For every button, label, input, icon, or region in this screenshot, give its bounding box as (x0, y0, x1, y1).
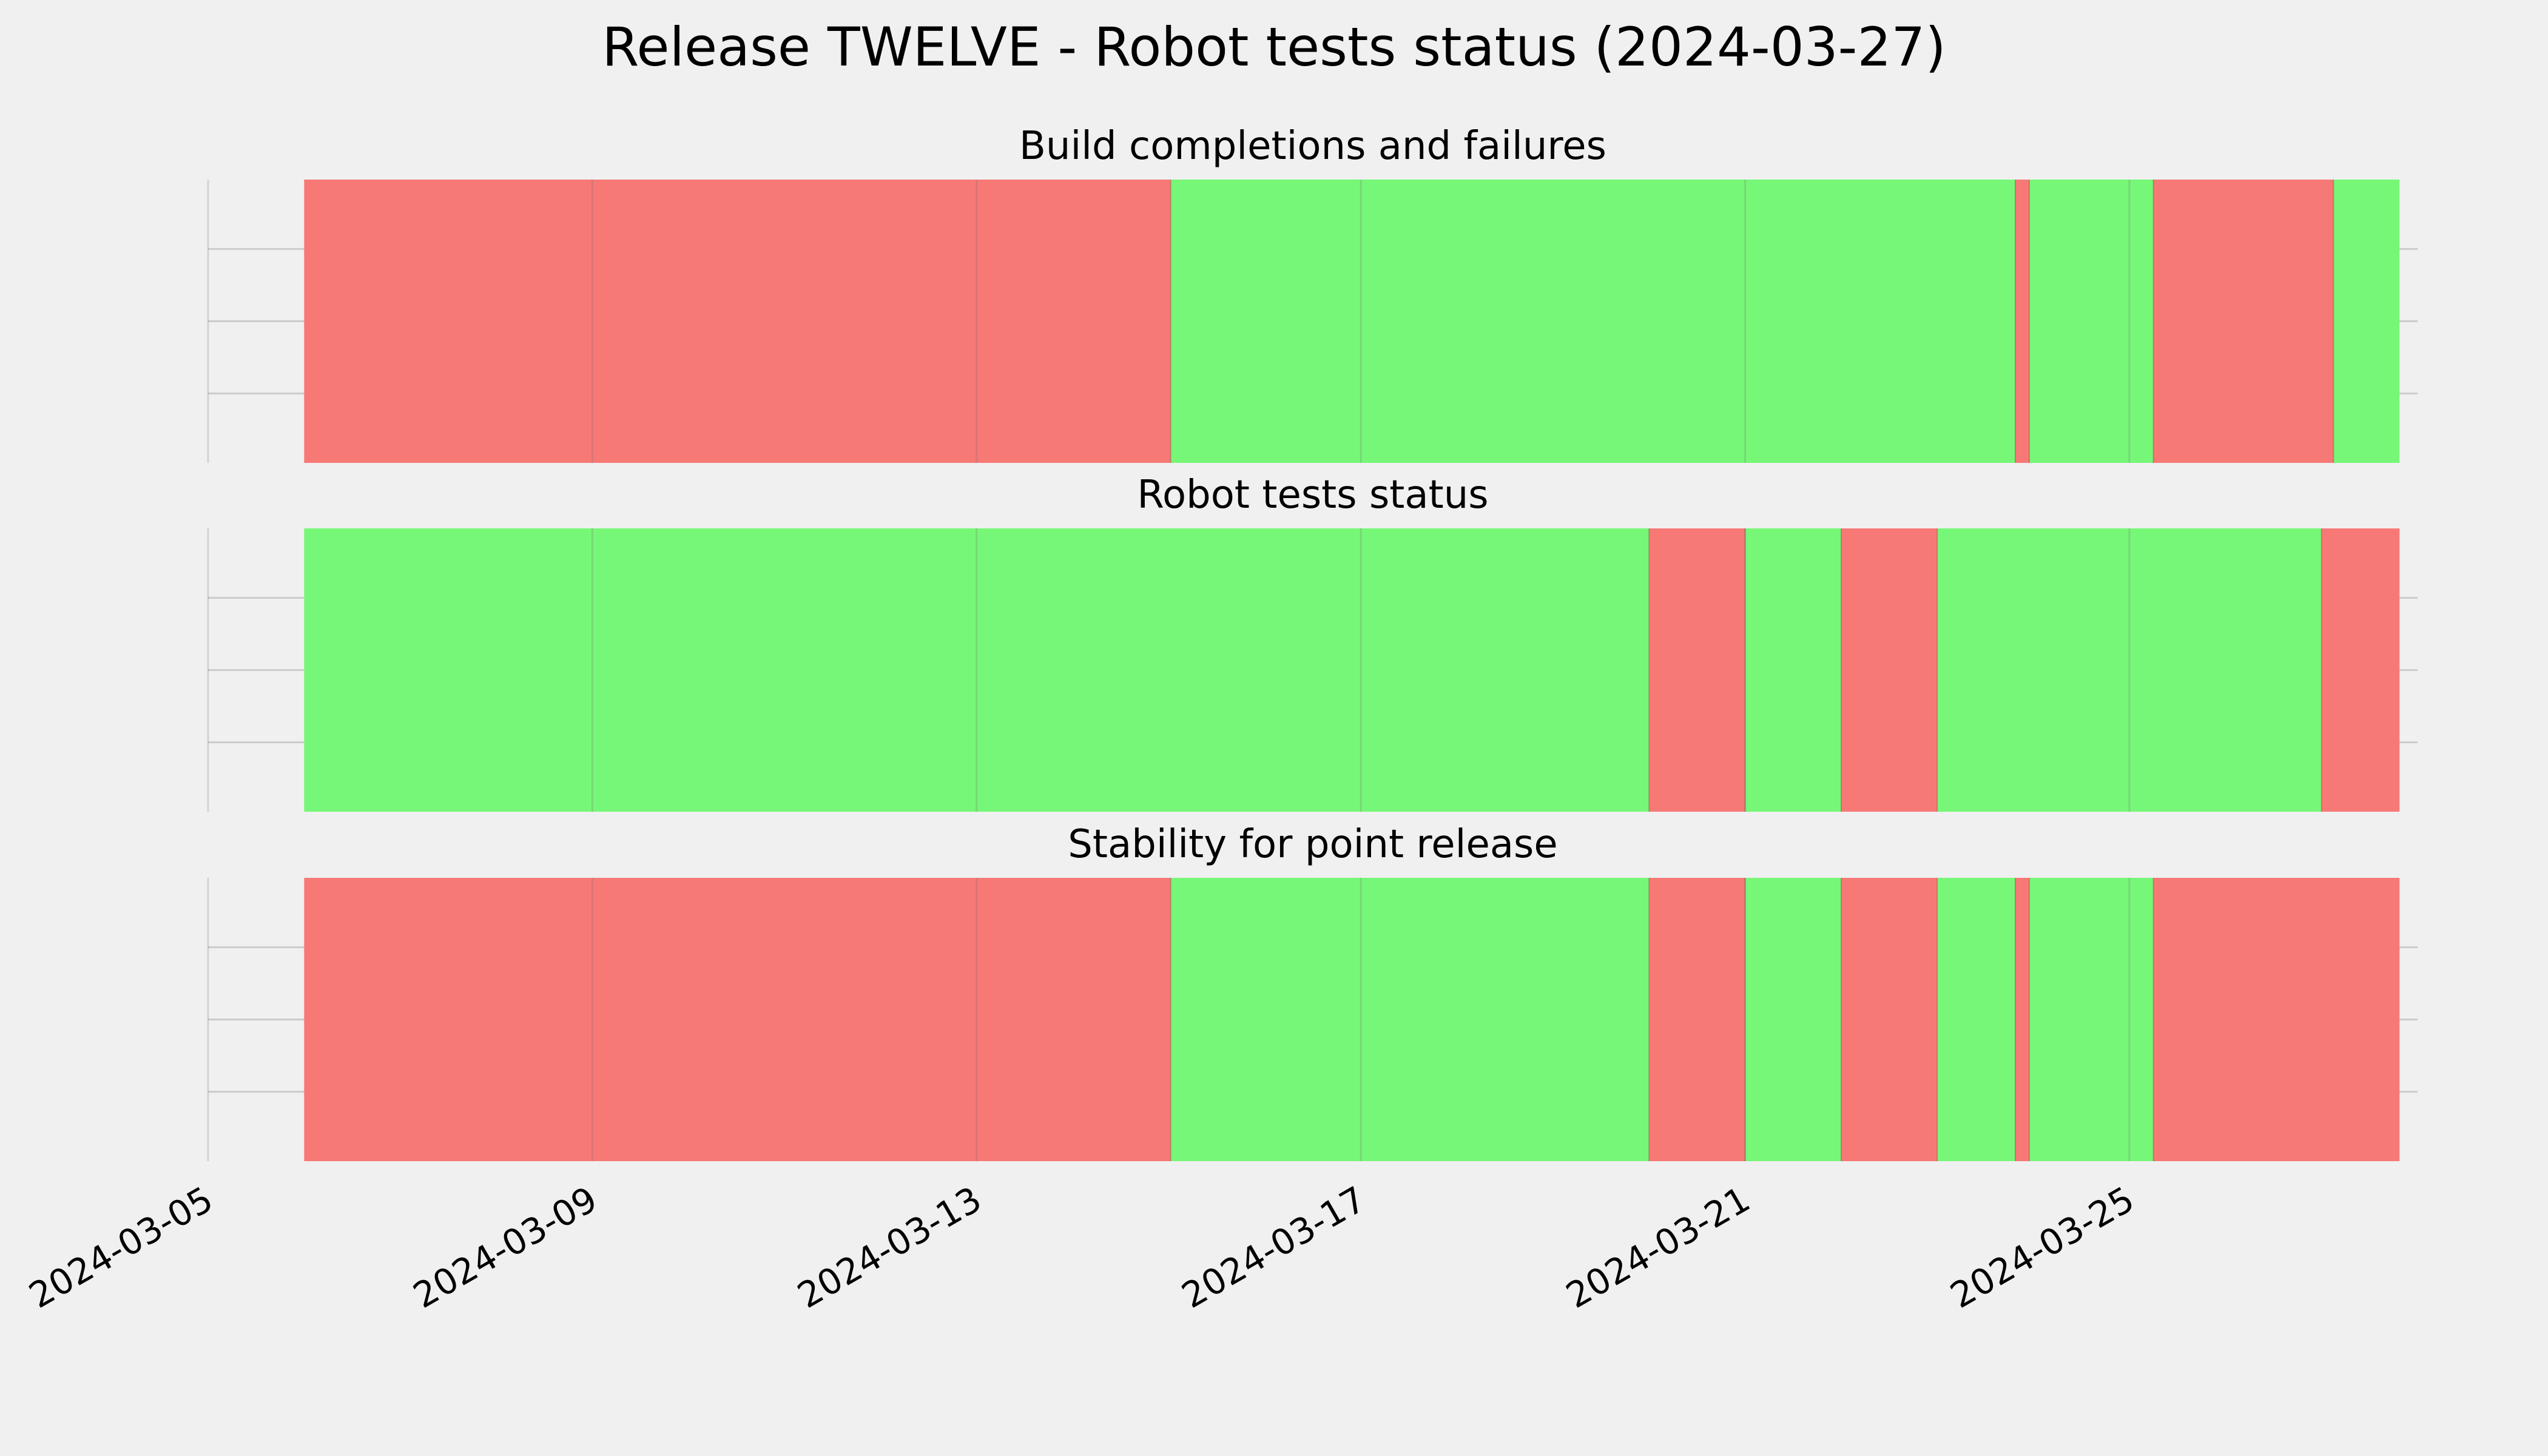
status-segment-pass (1745, 878, 1841, 1161)
status-segment-fail (1649, 878, 1745, 1161)
chart-panels: Build completions and failures Robot test… (207, 124, 2418, 1161)
status-segment-fail (2153, 180, 2334, 463)
status-segment-pass (2333, 180, 2400, 463)
status-segment-fail (2321, 528, 2400, 812)
status-segment-fail (1841, 528, 1938, 812)
status-segment-fail (304, 878, 1171, 1161)
panel-title: Build completions and failures (1019, 124, 1606, 169)
status-segment-fail (2015, 180, 2030, 463)
status-segment-pass (2029, 878, 2154, 1161)
chart-title: Release TWELVE - Robot tests status (202… (602, 16, 1946, 78)
panel-1: Build completions and failures (207, 124, 2418, 463)
status-segment-pass (304, 528, 1650, 812)
status-segment-pass (1937, 528, 2322, 812)
status-segment-fail (2015, 878, 2030, 1161)
panel-3: Stability for point release (207, 822, 2418, 1161)
status-segment-pass (1170, 878, 1650, 1161)
status-segment-fail (1649, 528, 1745, 812)
panel-title: Robot tests status (1137, 473, 1488, 517)
status-segment-pass (1745, 528, 1841, 812)
status-segment-fail (304, 180, 1171, 463)
status-segment-pass (1170, 180, 2015, 463)
status-segment-pass (2029, 180, 2154, 463)
panel-title: Stability for point release (1068, 822, 1558, 867)
status-segment-fail (2153, 878, 2400, 1161)
panel-2: Robot tests status (207, 473, 2418, 812)
status-segment-fail (1841, 878, 1938, 1161)
status-segment-pass (1937, 878, 2015, 1161)
